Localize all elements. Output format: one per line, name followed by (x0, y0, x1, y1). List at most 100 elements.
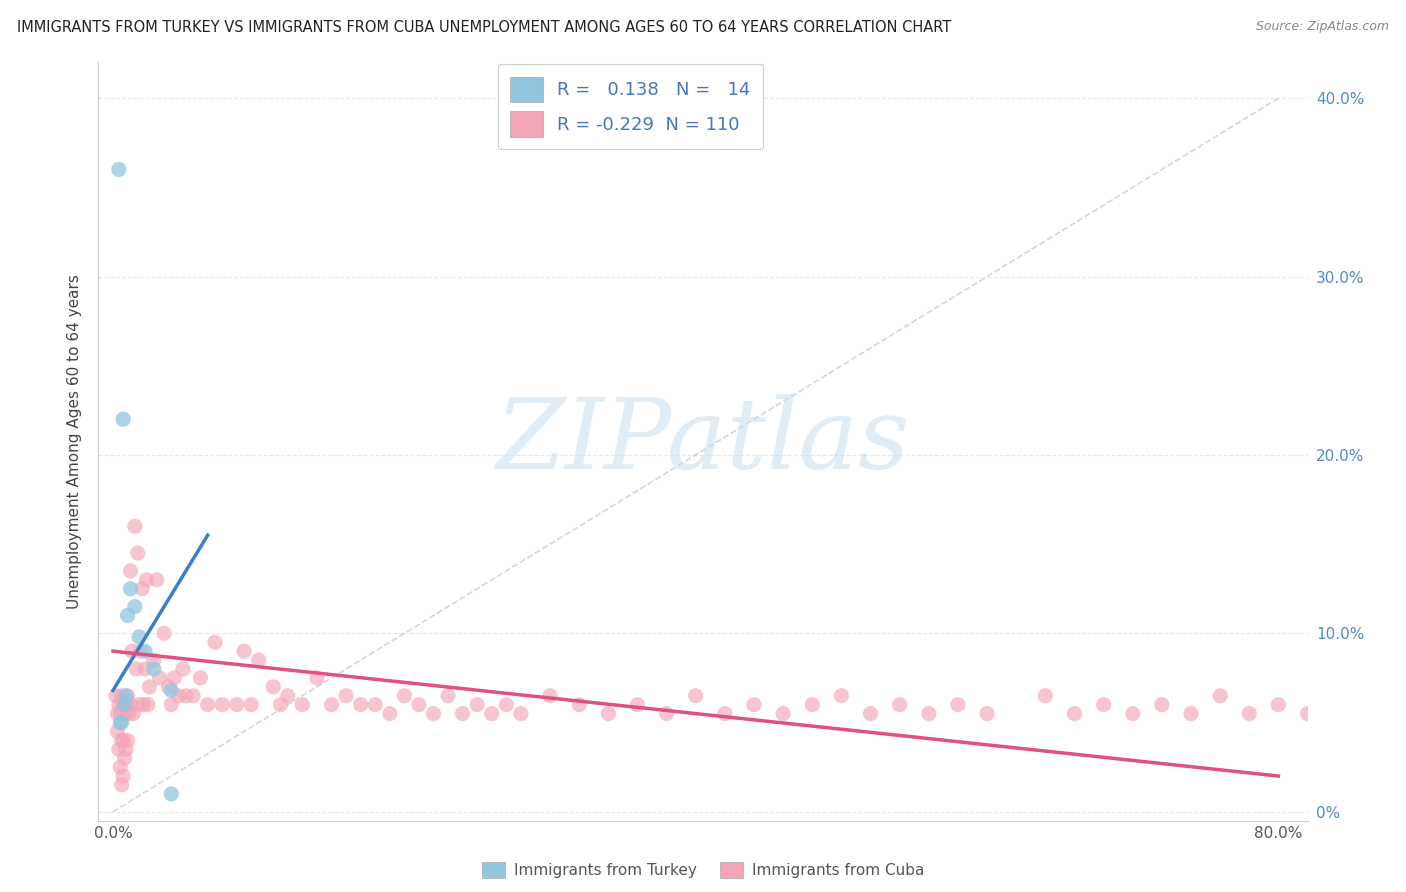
Point (976, 706, 998, 721)
Point (240, 698, 263, 712)
Point (111, 778, 134, 792)
Point (111, 733, 134, 747)
Point (135, 573, 157, 587)
Legend: R =   0.138   N =   14, R = -0.229  N = 110: R = 0.138 N = 14, R = -0.229 N = 110 (498, 64, 763, 149)
Point (394, 689, 416, 703)
Point (859, 706, 882, 721)
Point (291, 698, 314, 712)
Point (946, 698, 969, 712)
Point (1063, 706, 1085, 721)
Point (115, 689, 138, 703)
Point (495, 698, 517, 712)
Point (153, 626, 176, 640)
Point (105, 706, 128, 721)
Point (262, 680, 284, 694)
Y-axis label: Unemployment Among Ages 60 to 64 years: Unemployment Among Ages 60 to 64 years (67, 274, 83, 609)
Point (125, 662, 148, 676)
Point (117, 608, 139, 623)
Point (378, 706, 401, 721)
Point (225, 698, 247, 712)
Point (1150, 698, 1173, 712)
Point (117, 733, 139, 747)
Point (801, 698, 824, 712)
Point (437, 689, 460, 703)
Point (247, 653, 270, 667)
Point (110, 760, 132, 774)
Legend: Immigrants from Turkey, Immigrants from Cuba: Immigrants from Turkey, Immigrants from … (475, 856, 931, 884)
Point (120, 564, 142, 578)
Point (481, 706, 503, 721)
Point (127, 546, 149, 560)
Point (157, 680, 180, 694)
Point (626, 698, 648, 712)
Point (160, 698, 183, 712)
Point (509, 706, 531, 721)
Point (204, 635, 226, 649)
Point (568, 698, 591, 712)
Point (364, 698, 387, 712)
Point (134, 644, 156, 658)
Point (128, 630, 150, 644)
Point (1033, 689, 1056, 703)
Point (830, 689, 852, 703)
Point (277, 689, 299, 703)
Point (350, 698, 373, 712)
Point (110, 706, 132, 721)
Point (321, 698, 343, 712)
Point (108, 162, 131, 177)
Point (105, 724, 128, 739)
Point (160, 787, 183, 801)
Point (115, 698, 138, 712)
Point (1239, 706, 1261, 721)
Point (538, 689, 561, 703)
Point (1296, 706, 1319, 721)
Point (172, 662, 194, 676)
Point (134, 662, 156, 676)
Point (1092, 698, 1115, 712)
Point (149, 671, 172, 685)
Point (465, 698, 488, 712)
Point (1209, 689, 1232, 703)
Point (114, 706, 136, 721)
Point (114, 698, 136, 712)
Point (124, 599, 146, 614)
Point (142, 662, 165, 676)
Point (120, 582, 142, 596)
Point (889, 698, 911, 712)
Point (112, 698, 135, 712)
Point (112, 412, 135, 426)
Point (451, 706, 474, 721)
Point (197, 698, 219, 712)
Point (115, 742, 138, 756)
Point (110, 715, 132, 730)
Point (129, 644, 152, 658)
Point (233, 644, 256, 658)
Point (1267, 698, 1289, 712)
Point (422, 706, 444, 721)
Point (211, 698, 233, 712)
Point (167, 689, 190, 703)
Point (163, 671, 186, 685)
Point (305, 671, 328, 685)
Point (408, 698, 430, 712)
Point (685, 689, 707, 703)
Point (112, 733, 135, 747)
Point (122, 706, 145, 721)
Point (108, 698, 131, 712)
Point (112, 769, 135, 783)
Point (655, 706, 678, 721)
Point (181, 689, 204, 703)
Point (104, 689, 127, 703)
Text: IMMIGRANTS FROM TURKEY VS IMMIGRANTS FROM CUBA UNEMPLOYMENT AMONG AGES 60 TO 64 : IMMIGRANTS FROM TURKEY VS IMMIGRANTS FRO… (17, 20, 950, 35)
Point (108, 742, 131, 756)
Point (1180, 706, 1202, 721)
Point (1122, 706, 1144, 721)
Point (174, 689, 197, 703)
Point (117, 689, 139, 703)
Point (118, 706, 141, 721)
Point (714, 706, 737, 721)
Point (111, 689, 134, 703)
Point (136, 698, 159, 712)
Point (270, 698, 292, 712)
Point (114, 751, 136, 765)
